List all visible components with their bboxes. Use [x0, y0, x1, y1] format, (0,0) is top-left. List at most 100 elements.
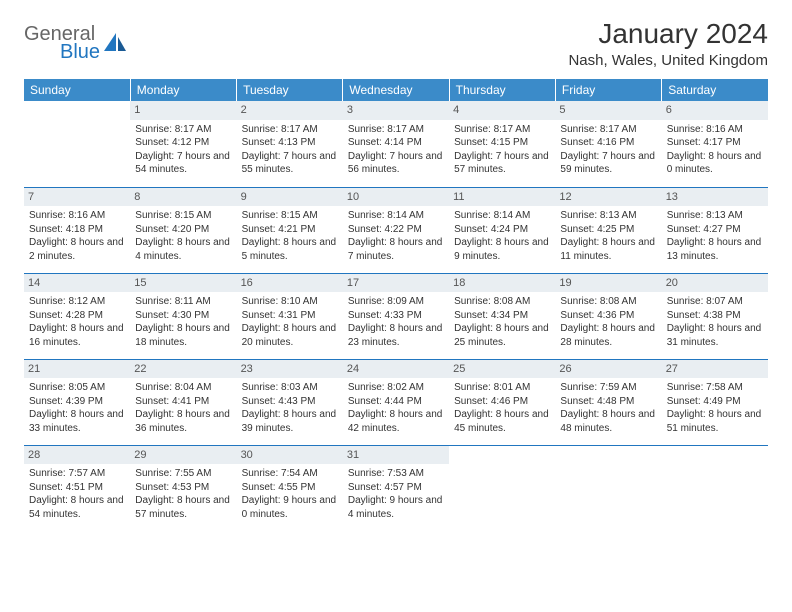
- sunrise-line: Sunrise: 8:15 AM: [135, 209, 231, 223]
- day-cell: 26 Sunrise: 7:59 AMSunset: 4:48 PMDayligh…: [555, 359, 661, 445]
- day-cell: 30Sunrise: 7:54 AMSunset: 4:55 PMDayligh…: [237, 445, 343, 531]
- day-cell: 24Sunrise: 8:02 AMSunset: 4:44 PMDayligh…: [343, 359, 449, 445]
- daylight-line: Daylight: 8 hours and 54 minutes.: [29, 494, 125, 521]
- sunrise-line: Sunrise: 8:05 AM: [29, 381, 125, 395]
- daylight-line: Daylight: 8 hours and 13 minutes.: [667, 236, 763, 263]
- day-cell: 21 Sunrise: 8:05 AMSunset: 4:39 PMDayligh…: [24, 359, 130, 445]
- day-cell: 10Sunrise: 8:14 AMSunset: 4:22 PMDayligh…: [343, 187, 449, 273]
- day-number: 28: [24, 446, 130, 465]
- weekday-header: Thursday: [449, 79, 555, 101]
- week-row: 21Sunrise: 8:05 AMSunset: 4:39 PMDayligh…: [24, 359, 768, 445]
- sunrise-line: Sunrise: 7:55 AM: [135, 467, 231, 481]
- daylight-line: Daylight: 8 hours and 31 minutes.: [667, 322, 763, 349]
- day-cell: 13Sunrise: 8:13 AMSunset: 4:27 PMDayligh…: [662, 187, 768, 273]
- week-row: 7Sunrise: 8:16 AMSunset: 4:18 PMDaylight…: [24, 187, 768, 273]
- day-number: 11: [449, 188, 555, 207]
- day-number: 23: [237, 360, 343, 379]
- weekday-header-row: SundayMondayTuesdayWednesdayThursdayFrid…: [24, 79, 768, 101]
- sunset-line: Sunset: 4:33 PM: [348, 309, 444, 323]
- daylight-line: Daylight: 8 hours and 11 minutes.: [560, 236, 656, 263]
- week-row: 28Sunrise: 7:57 AMSunset: 4:51 PMDayligh…: [24, 445, 768, 531]
- sunset-line: Sunset: 4:31 PM: [242, 309, 338, 323]
- day-cell: 25Sunrise: 8:01 AMSunset: 4:46 PMDayligh…: [449, 359, 555, 445]
- sunrise-line: Sunrise: 8:16 AM: [29, 209, 125, 223]
- day-cell: 20Sunrise: 8:07 AMSunset: 4:38 PMDayligh…: [662, 273, 768, 359]
- day-number: 26: [555, 360, 661, 379]
- daylight-line: Daylight: 8 hours and 48 minutes.: [560, 408, 656, 435]
- sunset-line: Sunset: 4:22 PM: [348, 223, 444, 237]
- day-cell: 19Sunrise: 8:08 AMSunset: 4:36 PMDayligh…: [555, 273, 661, 359]
- sunset-line: Sunset: 4:20 PM: [135, 223, 231, 237]
- day-number: 13: [662, 188, 768, 207]
- day-number: 19: [555, 274, 661, 293]
- daylight-line: Daylight: 8 hours and 33 minutes.: [29, 408, 125, 435]
- weekday-header: Saturday: [662, 79, 768, 101]
- sail-icon: [102, 31, 128, 58]
- sunset-line: Sunset: 4:34 PM: [454, 309, 550, 323]
- day-cell: 4Sunrise: 8:17 AMSunset: 4:15 PMDaylight…: [449, 101, 555, 187]
- sunrise-line: Sunrise: 8:02 AM: [348, 381, 444, 395]
- day-cell: [449, 445, 555, 531]
- brand-blue: Blue: [60, 42, 100, 62]
- day-number: 7: [24, 188, 130, 207]
- day-cell: 17Sunrise: 8:09 AMSunset: 4:33 PMDayligh…: [343, 273, 449, 359]
- weekday-header: Tuesday: [237, 79, 343, 101]
- sunrise-line: Sunrise: 8:17 AM: [135, 123, 231, 137]
- sunset-line: Sunset: 4:48 PM: [560, 395, 656, 409]
- sunset-line: Sunset: 4:44 PM: [348, 395, 444, 409]
- day-number: 5: [555, 101, 661, 120]
- daylight-line: Daylight: 9 hours and 4 minutes.: [348, 494, 444, 521]
- day-cell: [24, 101, 130, 187]
- sunrise-line: Sunrise: 7:54 AM: [242, 467, 338, 481]
- daylight-line: Daylight: 8 hours and 18 minutes.: [135, 322, 231, 349]
- daylight-line: Daylight: 8 hours and 51 minutes.: [667, 408, 763, 435]
- sunrise-line: Sunrise: 7:53 AM: [348, 467, 444, 481]
- sunset-line: Sunset: 4:25 PM: [560, 223, 656, 237]
- day-cell: 6Sunrise: 8:16 AMSunset: 4:17 PMDaylight…: [662, 101, 768, 187]
- day-cell: 27Sunrise: 7:58 AMSunset: 4:49 PMDayligh…: [662, 359, 768, 445]
- daylight-line: Daylight: 7 hours and 55 minutes.: [242, 150, 338, 177]
- brand-logo: General Blue: [24, 24, 128, 62]
- daylight-line: Daylight: 7 hours and 57 minutes.: [454, 150, 550, 177]
- sunrise-line: Sunrise: 8:12 AM: [29, 295, 125, 309]
- sunrise-line: Sunrise: 7:59 AM: [560, 381, 656, 395]
- day-cell: 8Sunrise: 8:15 AMSunset: 4:20 PMDaylight…: [130, 187, 236, 273]
- daylight-line: Daylight: 8 hours and 42 minutes.: [348, 408, 444, 435]
- sunset-line: Sunset: 4:12 PM: [135, 136, 231, 150]
- sunset-line: Sunset: 4:27 PM: [667, 223, 763, 237]
- sunrise-line: Sunrise: 8:14 AM: [454, 209, 550, 223]
- day-number: 16: [237, 274, 343, 293]
- daylight-line: Daylight: 8 hours and 45 minutes.: [454, 408, 550, 435]
- sunset-line: Sunset: 4:53 PM: [135, 481, 231, 495]
- sunrise-line: Sunrise: 8:08 AM: [560, 295, 656, 309]
- sunrise-line: Sunrise: 8:09 AM: [348, 295, 444, 309]
- sunset-line: Sunset: 4:21 PM: [242, 223, 338, 237]
- sunset-line: Sunset: 4:46 PM: [454, 395, 550, 409]
- day-number: 1: [130, 101, 236, 120]
- sunset-line: Sunset: 4:39 PM: [29, 395, 125, 409]
- sunrise-line: Sunrise: 8:10 AM: [242, 295, 338, 309]
- day-number: 12: [555, 188, 661, 207]
- sunset-line: Sunset: 4:17 PM: [667, 136, 763, 150]
- day-cell: 29Sunrise: 7:55 AMSunset: 4:53 PMDayligh…: [130, 445, 236, 531]
- sunrise-line: Sunrise: 8:11 AM: [135, 295, 231, 309]
- sunrise-line: Sunrise: 8:16 AM: [667, 123, 763, 137]
- sunset-line: Sunset: 4:41 PM: [135, 395, 231, 409]
- daylight-line: Daylight: 8 hours and 36 minutes.: [135, 408, 231, 435]
- day-number: 18: [449, 274, 555, 293]
- day-number: 21: [24, 360, 130, 379]
- sunset-line: Sunset: 4:16 PM: [560, 136, 656, 150]
- daylight-line: Daylight: 9 hours and 0 minutes.: [242, 494, 338, 521]
- month-title: January 2024: [568, 18, 768, 50]
- day-cell: 2Sunrise: 8:17 AMSunset: 4:13 PMDaylight…: [237, 101, 343, 187]
- daylight-line: Daylight: 8 hours and 20 minutes.: [242, 322, 338, 349]
- day-number: 29: [130, 446, 236, 465]
- day-cell: 9Sunrise: 8:15 AMSunset: 4:21 PMDaylight…: [237, 187, 343, 273]
- day-cell: 28Sunrise: 7:57 AMSunset: 4:51 PMDayligh…: [24, 445, 130, 531]
- day-number: 17: [343, 274, 449, 293]
- daylight-line: Daylight: 7 hours and 56 minutes.: [348, 150, 444, 177]
- day-number: 14: [24, 274, 130, 293]
- sunrise-line: Sunrise: 8:08 AM: [454, 295, 550, 309]
- sunset-line: Sunset: 4:57 PM: [348, 481, 444, 495]
- day-number: 4: [449, 101, 555, 120]
